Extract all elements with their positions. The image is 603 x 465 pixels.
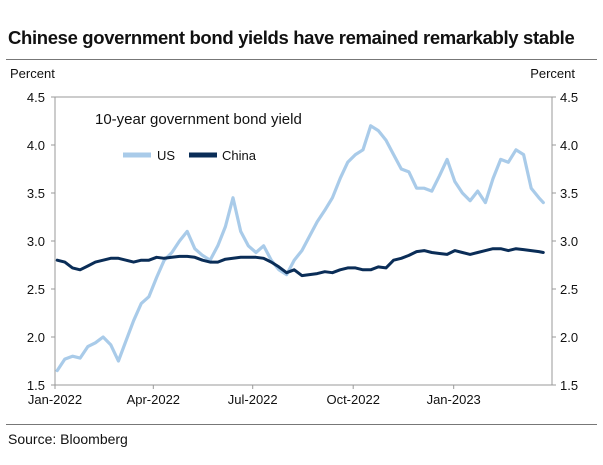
x-tick-label: Jan-2023 — [427, 392, 481, 407]
y-tick-label-left: 2.0 — [27, 330, 45, 345]
plot-frame — [54, 96, 553, 386]
x-ticks: Jan-2022 Apr-2022 Jul-2022 Oct-2022 Jan-2023 — [28, 385, 481, 407]
chart-title: Chinese government bond yields have rema… — [8, 27, 575, 48]
chart-area: Percent Percent 1.5 2.0 2.5 3.0 3.5 4.0 4.5 1.… — [10, 66, 578, 407]
x-tick-label: Oct-2022 — [326, 392, 379, 407]
legend: US China — [123, 148, 257, 163]
y-tick-label-right: 1.5 — [560, 378, 578, 393]
series-line-us — [55, 124, 545, 373]
legend-label-us: US — [157, 148, 175, 163]
y-axis-label-left: Percent — [10, 66, 55, 81]
y-tick-label-right: 4.5 — [560, 90, 578, 105]
y-tick-label-left: 4.5 — [27, 90, 45, 105]
y-tick-label-right: 3.5 — [560, 186, 578, 201]
series-lines — [55, 124, 545, 373]
series-line-china — [55, 247, 545, 278]
y-tick-label-right: 4.0 — [560, 138, 578, 153]
y-axis-label-right: Percent — [530, 66, 575, 81]
source-note: Source: Bloomberg — [8, 431, 128, 447]
y-tick-label-left: 1.5 — [27, 378, 45, 393]
y-tick-label-left: 3.0 — [27, 234, 45, 249]
source-separator — [6, 424, 597, 425]
title-separator — [6, 59, 597, 60]
y-ticks-right: 1.5 2.0 2.5 3.0 3.5 4.0 4.5 — [552, 90, 578, 393]
y-tick-label-left: 4.0 — [27, 138, 45, 153]
y-tick-label-right: 2.0 — [560, 330, 578, 345]
y-tick-label-left: 2.5 — [27, 282, 45, 297]
y-tick-label-left: 3.5 — [27, 186, 45, 201]
y-tick-label-right: 3.0 — [560, 234, 578, 249]
legend-label-china: China — [222, 148, 257, 163]
x-tick-label: Jan-2022 — [28, 392, 82, 407]
x-tick-label: Apr-2022 — [127, 392, 180, 407]
x-tick-label: Jul-2022 — [228, 392, 278, 407]
y-ticks-left: 1.5 2.0 2.5 3.0 3.5 4.0 4.5 — [27, 90, 55, 393]
chart-annotation: 10-year government bond yield — [95, 111, 302, 128]
y-tick-label-right: 2.5 — [560, 282, 578, 297]
